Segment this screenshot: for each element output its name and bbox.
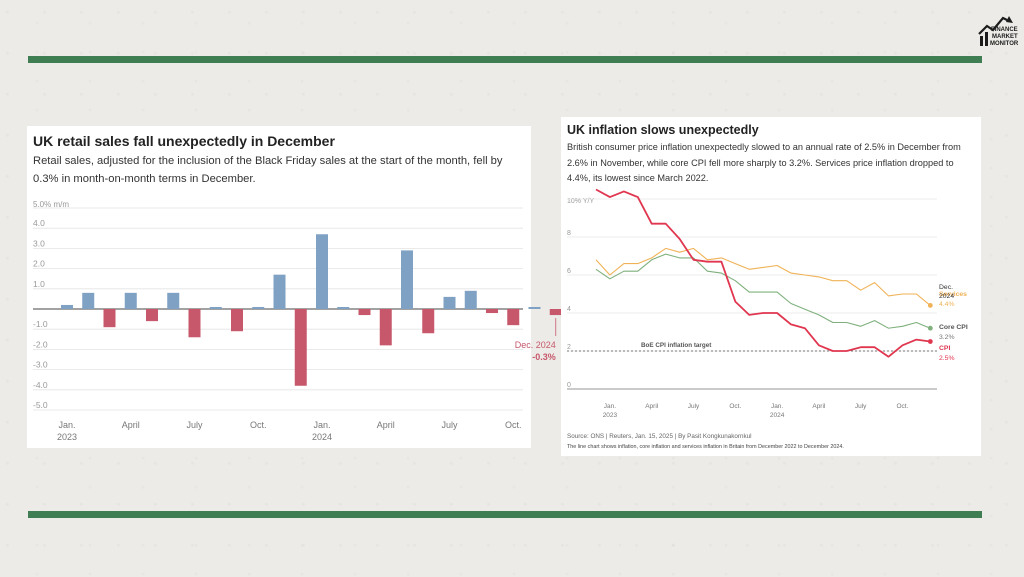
chart-note: The line chart shows inflation, core inf… [567,444,844,450]
series-label: CPI [939,345,950,352]
end-date-label: Dec. [939,284,953,291]
retail-sales-bar-chart: 5.0% m/m 4.0 3.0 2.0 1.0 -1.0 -2.0 -3.0 -4.0 -5.… [33,200,587,442]
y-tick-label: -4.0 [33,380,48,390]
bar [294,309,307,386]
chart-title: UK inflation slows unexpectedly [567,123,759,137]
source-text: Source: ONS | Reuters, Jan. 15, 2025 | B… [567,433,752,440]
bar [507,309,520,326]
bar [316,234,328,309]
series-line-core-cpi [595,253,931,329]
bar [231,309,243,332]
bar [61,304,73,309]
x-tick-label: Jan. [771,403,783,410]
bar [209,306,222,309]
bar [252,306,265,309]
x-tick-label: April [812,403,826,410]
y-tick-label: 0 [567,382,571,389]
x-tick-label: Oct. [250,420,267,430]
x-tick-label: Jan. [604,403,616,410]
chart-subtitle: Retail sales, adjusted for the inclusion… [33,155,503,185]
series-end-dot [927,325,933,331]
x-tick-label: Jan. [58,420,75,430]
bar [379,309,392,346]
x-tick-year-label: 2024 [312,432,332,442]
y-tick-label: 8 [567,230,571,237]
bar [422,309,435,334]
bar [188,309,201,338]
x-tick-label: July [186,420,203,430]
series-end-dot [927,339,933,344]
y-tick-label: 2 [567,344,571,351]
x-tick-label: Oct. [505,420,522,430]
bar [443,296,456,309]
bar [167,292,180,309]
bar [358,309,371,316]
chart-subtitle: British consumer price inflation unexpec… [567,142,961,183]
series-label: Core CPI [939,324,968,331]
annotation-value: -0.3% [532,352,556,362]
series-label: Services [939,291,967,298]
series-line-services [595,247,931,306]
x-tick-label: April [122,420,140,430]
target-line-label: BoE CPI inflation target [641,342,712,349]
y-tick-label: 2.0 [33,259,45,269]
bar [549,309,562,316]
annotation-date: Dec. 2024 [515,340,556,350]
bar [273,274,286,309]
y-axis-label: 5.0% m/m [33,200,69,209]
x-tick-label: Oct. [896,403,908,410]
y-tick-label: -1.0 [33,319,48,329]
logo-text-3: MONITOR [990,41,1019,47]
bar [486,309,498,314]
x-tick-label: July [855,403,867,410]
bar [401,250,413,309]
x-tick-label: Jan. [313,420,330,430]
y-tick-label: -3.0 [33,360,48,370]
series-end-value: 2.5% [939,355,955,362]
x-tick-label: April [645,403,659,410]
series-end-dot [927,303,933,308]
bar [146,309,158,322]
top-green-band [28,56,982,63]
y-tick-label: -2.0 [33,339,48,349]
x-tick-label: Oct. [729,403,741,410]
x-tick-year-label: 2024 [770,412,785,419]
finance-market-monitor-logo-icon: FINANCE MARKET MONITOR [976,14,1019,48]
end-date-year-label: 2024 [939,293,954,300]
y-tick-label: 6 [567,268,571,275]
x-tick-label: July [688,403,700,410]
x-tick-label: April [377,420,395,430]
y-tick-label: 4.0 [33,218,45,228]
logo-text-1: FINANCE [991,27,1018,33]
inflation-line-chart: 10% Y/Y 8 6 4 2 0 BoE CPI inflation target Jan… [567,188,968,419]
bottom-green-band [28,511,982,518]
series-end-value: 4.4% [939,301,955,308]
x-tick-year-label: 2023 [603,412,618,419]
series-end-value: 3.2% [939,334,955,341]
y-tick-label: -5.0 [33,400,48,410]
series-line-cpi [595,188,931,358]
bar [337,306,350,309]
bar [82,292,95,309]
retail-sales-card: UK retail sales fall unexpectedly in Dec… [27,126,587,448]
y-tick-label: 4 [567,306,571,313]
y-tick-label: 1.0 [33,279,45,289]
bar [124,292,137,309]
logo-text-2: MARKET [992,34,1018,40]
bar [464,290,477,309]
x-tick-label: July [441,420,458,430]
x-tick-year-label: 2023 [57,432,77,442]
chart-title: UK retail sales fall unexpectedly in Dec… [33,133,335,149]
y-tick-label: 3.0 [33,238,45,248]
bar [103,309,116,328]
bar [528,306,541,309]
inflation-card: UK inflation slows unexpectedly British … [561,117,981,456]
y-axis-label: 10% Y/Y [567,198,594,205]
